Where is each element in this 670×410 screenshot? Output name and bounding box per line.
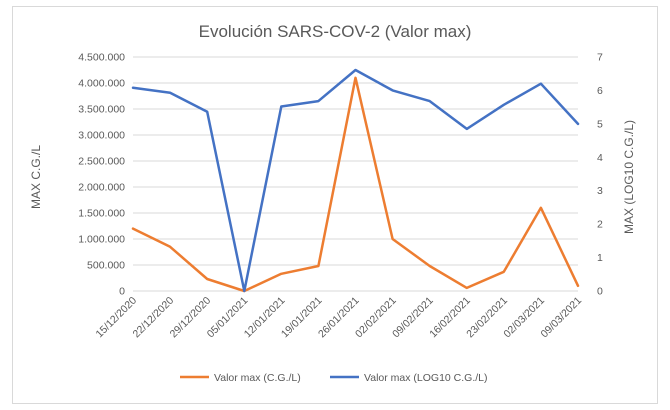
x-tick-label: 09/03/2021 [538,295,584,341]
left-axis-label: MAX C.G./L [29,145,43,209]
left-tick-label: 1.000.000 [78,234,125,246]
legend: Valor max (C.G./L) Valor max (LOG10 C.G.… [180,372,488,384]
series-line-blue [131,68,580,293]
left-tick-label: 4.000.000 [78,78,125,90]
right-tick-label: 1 [597,252,603,264]
left-axis-ticks: 0 500.000 1.000.000 1.500.000 2.000.000 2.500… [78,52,125,298]
right-axis-label: MAX (LOG10 C.G./L) [622,120,636,234]
right-tick-label: 6 [597,85,603,97]
chart-title: Evolución SARS-COV-2 (Valor max) [199,22,472,41]
right-tick-label: 3 [597,185,603,197]
legend-label-orange: Valor max (C.G./L) [214,372,301,384]
left-tick-label: 3.500.000 [78,104,125,116]
right-tick-label: 4 [597,152,603,164]
gridlines [133,56,578,292]
legend-label-blue: Valor max (LOG10 C.G./L) [364,372,488,384]
right-axis-ticks: 0 1 2 3 4 5 6 7 [597,52,603,298]
right-tick-label: 5 [597,118,603,130]
left-tick-label: 4.500.000 [78,52,125,64]
right-tick-label: 7 [597,52,603,64]
chart-frame [12,6,658,404]
right-tick-label: 0 [597,286,603,298]
left-tick-label: 1.500.000 [78,208,125,220]
right-tick-label: 2 [597,219,603,231]
series-layer [131,68,580,293]
series-line-orange [131,76,580,293]
x-axis-ticks: 15/12/202022/12/202029/12/202005/01/2021… [93,295,584,341]
left-tick-label: 0 [119,286,125,298]
left-tick-label: 2.500.000 [78,156,125,168]
left-tick-label: 2.000.000 [78,182,125,194]
left-tick-label: 500.000 [87,260,125,272]
left-tick-label: 3.000.000 [78,130,125,142]
